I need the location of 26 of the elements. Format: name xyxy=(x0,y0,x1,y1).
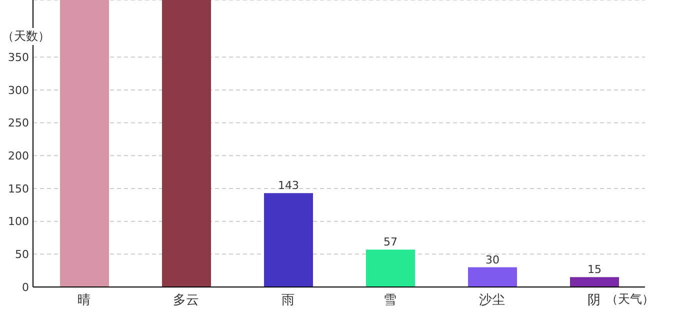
x-tick-label: 沙尘 xyxy=(479,293,505,308)
y-tick-label: 0 xyxy=(22,280,29,294)
bar xyxy=(366,250,415,287)
y-tick-label: 250 xyxy=(8,116,29,130)
data-label: 143 xyxy=(278,179,299,192)
x-tick-label: 晴 xyxy=(78,293,90,308)
y-tick-label: 100 xyxy=(8,215,29,228)
y-tick-label: 200 xyxy=(8,150,29,163)
bar xyxy=(468,267,517,287)
data-label: 30 xyxy=(486,253,500,266)
y-tick-label: 350 xyxy=(8,51,29,64)
y-axis-title: （天数） xyxy=(2,28,50,45)
x-tick-label: 雪 xyxy=(384,293,396,308)
bar xyxy=(162,0,211,287)
data-label: 57 xyxy=(384,236,398,249)
bar xyxy=(570,277,619,287)
y-tick-label: 300 xyxy=(8,84,29,97)
x-tick-label: 多云 xyxy=(173,293,199,308)
x-tick-label: 雨 xyxy=(282,293,294,308)
y-tick-label: 150 xyxy=(8,182,29,196)
data-label: 15 xyxy=(588,263,602,276)
y-tick-label: 50 xyxy=(15,248,29,262)
bar xyxy=(60,0,109,287)
x-tick-label: 阴 xyxy=(588,293,600,308)
x-axis-title: （天气） xyxy=(606,291,654,308)
bar xyxy=(264,193,313,287)
